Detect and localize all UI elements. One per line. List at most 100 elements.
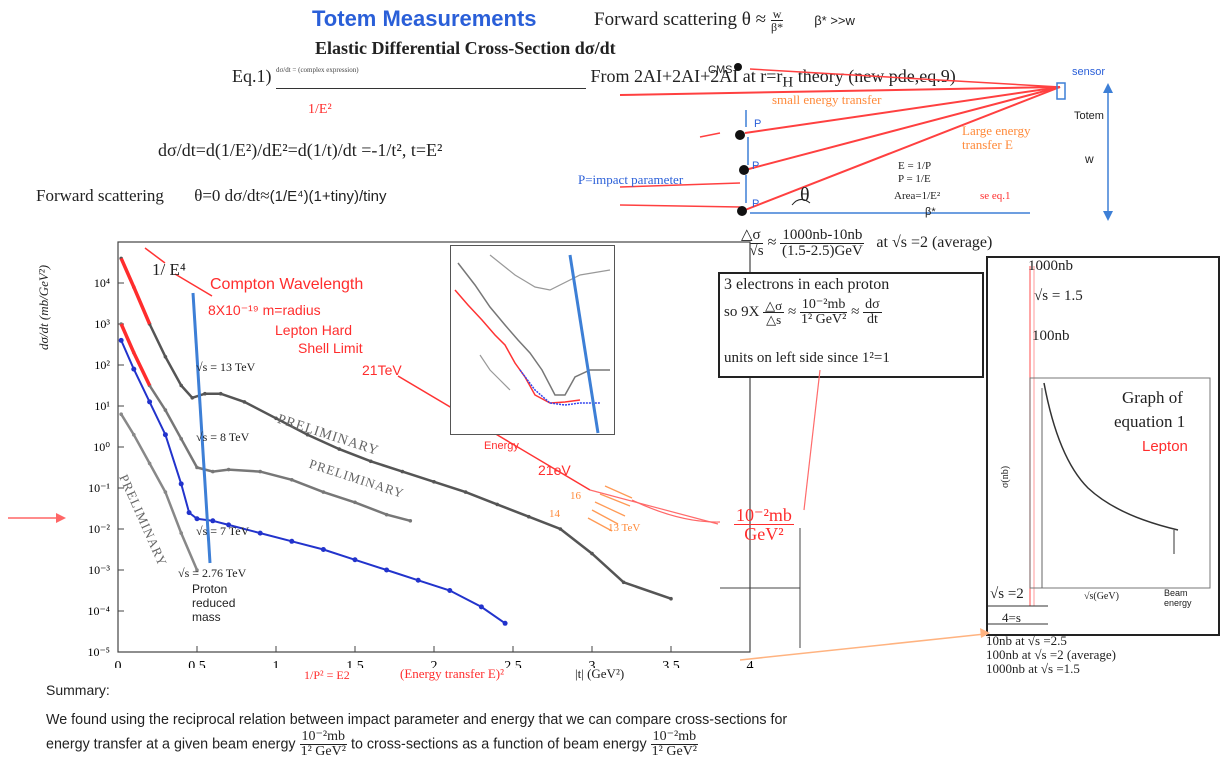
ratio-val-num: 1000nb-10nb <box>780 227 865 244</box>
side-sqrt-label: √s = 1.5 <box>1034 288 1083 304</box>
small-energy-label: small energy transfer <box>772 92 882 107</box>
data-point <box>257 530 263 536</box>
summary-heading: Summary: <box>46 682 110 698</box>
one-over-e2: 1/E² <box>308 102 332 117</box>
series-line-s7 <box>120 339 506 625</box>
forward-scattering-header: Forward scattering θ ≈ w β* β* >>w <box>594 8 855 33</box>
data-point <box>352 557 358 563</box>
summary-frac1-num: 10⁻²mb <box>299 729 348 745</box>
electron-frac2-num: 10⁻²mb <box>799 297 848 313</box>
inset-chart <box>450 245 615 435</box>
data-point <box>463 490 468 494</box>
data-point <box>408 519 413 523</box>
radius-label: 8X10⁻¹⁹ m=radius <box>208 302 321 318</box>
y-tick-label: 10⁻¹ <box>88 481 110 495</box>
electron-frac2-den: 1² GeV² <box>800 312 847 327</box>
electron-frac1-num: △σ <box>763 298 785 313</box>
data-point <box>178 481 184 487</box>
totem-label: Totem <box>1074 110 1104 122</box>
x-tick-label: 3 <box>589 659 596 668</box>
ratio-approx: ≈ <box>767 234 777 252</box>
side-equation: equation 1 <box>1114 412 1186 431</box>
series-line-s8 <box>120 323 411 523</box>
accent-segment <box>119 257 152 325</box>
electron-frac1-den: △s <box>766 312 782 327</box>
data-point <box>194 516 200 522</box>
compton-label: Compton Wavelength <box>210 276 364 293</box>
side-top-label: 1000nb <box>1028 258 1073 274</box>
data-point <box>132 432 136 437</box>
side-four: 4=s <box>1002 610 1021 625</box>
y-tick-label: 10³ <box>94 317 110 331</box>
forward-frac-den: β* <box>771 20 784 34</box>
summary-line2: energy transfer at a given beam energy 1… <box>46 729 699 759</box>
forward-condition: β* >>w <box>814 12 855 28</box>
x-tick-label: 2 <box>431 659 438 668</box>
y-tick-label: 10⁻² <box>88 522 110 536</box>
x-tick-label: 1 <box>273 659 280 668</box>
curve-label-276tev: √s = 2.76 TeV <box>178 566 247 580</box>
summary-line2a: energy transfer at a given beam energy <box>46 736 296 753</box>
y-tick-label: 10⁻⁴ <box>87 604 110 618</box>
p2-label: 1/P² = E2 <box>304 668 350 682</box>
particle-dot <box>734 63 742 71</box>
data-point <box>289 538 295 544</box>
side-summary-1: 10nb at √s =2.5 <box>986 633 1067 648</box>
blue-marker-line <box>191 292 212 564</box>
data-point <box>195 465 199 470</box>
data-point <box>179 531 183 535</box>
sensor-box <box>1056 82 1066 100</box>
x-tick-label: 0 <box>115 659 122 668</box>
summary-frac2-den: 1² GeV² <box>651 744 698 759</box>
data-point <box>258 469 263 474</box>
data-point <box>321 490 326 494</box>
t-axis-label: |t| (GeV²) <box>575 666 625 681</box>
inv-e4-label: 1/ E⁴ <box>152 260 186 279</box>
proton-reduced-label: Proton reduced mass <box>192 582 236 624</box>
energy-transfer-label: (Energy transfer E)² <box>400 666 504 681</box>
data-point <box>305 432 310 437</box>
data-point <box>590 551 594 556</box>
eq-from-sub: H <box>782 74 794 91</box>
data-point <box>226 522 232 528</box>
particle-dot <box>737 206 747 216</box>
plot-frame <box>117 241 751 653</box>
series-line-s13 <box>120 257 672 600</box>
accent-segment <box>119 323 152 387</box>
data-point <box>186 510 192 516</box>
y-tick-label: 10⁻³ <box>88 563 110 577</box>
data-point <box>218 391 223 396</box>
data-point <box>447 588 453 593</box>
side-lepton: Lepton <box>1142 438 1188 455</box>
data-point <box>558 527 563 531</box>
series-line-s276 <box>120 413 199 571</box>
side-mid-label: 100nb <box>1032 328 1070 344</box>
shell-limit-label: Shell Limit <box>298 340 363 356</box>
electron-box: 3 electrons in each proton so 9X △σ △s ≈ … <box>718 272 984 378</box>
curve-label-8tev: √s = 8 TeV <box>196 430 250 444</box>
particle-dot <box>739 165 749 175</box>
electron-approx: ≈ <box>787 303 797 320</box>
result-num: 10⁻²mb <box>734 505 794 525</box>
data-point <box>118 337 124 343</box>
data-point <box>274 416 278 421</box>
subtitle: Elastic Differential Cross-Section dσ/dt <box>315 38 616 58</box>
data-point <box>131 366 137 372</box>
eq-from: From 2AI+2AI+2AI at r=r <box>590 66 783 86</box>
n13-label: 13 TeV <box>608 522 641 534</box>
summary-frac2-num: 10⁻²mb <box>650 729 699 745</box>
data-point <box>478 604 484 610</box>
x-tick-label: 0.5 <box>188 659 206 668</box>
data-point <box>527 514 531 519</box>
side-summary-3: 1000nb at √s =1.5 <box>986 661 1080 676</box>
data-point <box>290 478 294 482</box>
data-point <box>147 461 152 466</box>
p-label-1: P <box>754 118 762 130</box>
data-point <box>203 391 207 396</box>
page-title: Totem Measurements <box>312 6 537 31</box>
y-tick-label: 10¹ <box>94 399 110 413</box>
data-point <box>669 596 673 601</box>
see-eq-label: se eq.1 <box>980 190 1011 202</box>
summary-line1: We found using the reciprocal relation b… <box>46 712 788 728</box>
eq-label: Eq.1) <box>232 66 272 86</box>
